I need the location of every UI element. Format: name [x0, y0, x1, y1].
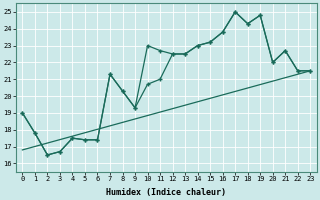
X-axis label: Humidex (Indice chaleur): Humidex (Indice chaleur) [106, 188, 226, 197]
